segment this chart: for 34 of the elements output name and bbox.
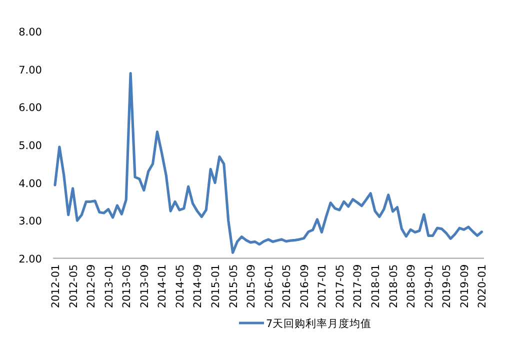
x-tick-label: 2013-05	[121, 264, 134, 308]
x-tick-label: 2017-09	[352, 264, 364, 308]
y-tick-label: 2.00	[18, 253, 42, 266]
y-tick-label: 8.00	[18, 26, 42, 39]
x-tick-label: 2015-01	[210, 264, 222, 308]
x-tick-label: 2017-01	[316, 264, 329, 308]
x-tick-label: 2013-01	[103, 264, 116, 308]
x-tick-label: 2016-09	[298, 264, 311, 308]
x-tick-label: 2020-01	[476, 264, 489, 308]
y-tick-label: 7.00	[18, 64, 42, 76]
x-tick-label: 2013-09	[138, 264, 151, 308]
x-tick-label: 2019-09	[458, 264, 471, 308]
x-tick-label: 2014-05	[174, 264, 186, 308]
y-tick-label: 5.00	[18, 140, 42, 152]
y-tick-label: 3.00	[18, 216, 42, 228]
x-tick-label: 2015-05	[228, 264, 240, 308]
x-tick-label: 2014-01	[156, 264, 169, 308]
x-tick-label: 2018-05	[388, 264, 400, 308]
x-tick-label: 2017-05	[334, 264, 346, 308]
x-tick-label: 2014-09	[192, 264, 204, 308]
x-tick-label: 2012-05	[68, 264, 80, 308]
x-tick-label: 2012-09	[86, 264, 98, 308]
x-tick-label: 2015-09	[246, 264, 258, 308]
y-tick-label: 6.00	[18, 102, 42, 114]
x-tick-label: 2018-01	[370, 264, 382, 308]
y-tick-label: 4.00	[18, 178, 42, 190]
x-tick-label: 2016-05	[281, 264, 294, 308]
x-tick-label: 2016-01	[263, 264, 276, 308]
x-tick-label: 2018-09	[406, 264, 418, 308]
line-series	[54, 72, 483, 254]
x-tick-label: 2019-01	[423, 264, 436, 308]
legend-label: 7天回购利率月度均值	[266, 317, 372, 330]
x-tick-label: 2019-05	[441, 264, 454, 308]
x-tick-label: 2012-01	[50, 264, 62, 308]
